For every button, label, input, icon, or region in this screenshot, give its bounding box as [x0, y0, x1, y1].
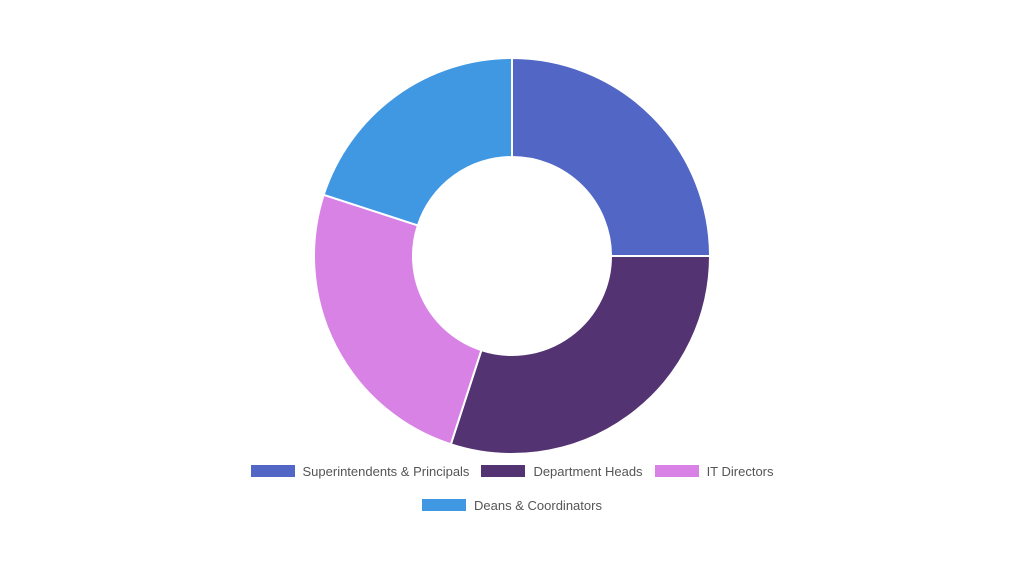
- legend-item-superintendents-principals[interactable]: Superintendents & Principals: [250, 462, 470, 480]
- legend-label-it-directors: IT Directors: [706, 463, 774, 479]
- legend-item-it-directors[interactable]: IT Directors: [654, 462, 774, 480]
- slice-deans-coordinators[interactable]: [322, 56, 513, 227]
- slice-it-directors[interactable]: [313, 193, 483, 446]
- legend-label-superintendents-principals: Superintendents & Principals: [302, 463, 470, 479]
- slice-superintendents-principals[interactable]: [511, 56, 712, 257]
- legend-label-department-heads: Department Heads: [533, 463, 643, 479]
- legend-swatch-superintendents-principals: [250, 465, 295, 477]
- legend-swatch-it-directors: [654, 465, 699, 477]
- legend-swatch-deans-coordinators: [422, 499, 467, 511]
- legend-swatch-department-heads: [481, 465, 526, 477]
- legend-label-deans-coordinators: Deans & Coordinators: [474, 497, 602, 513]
- slice-department-heads[interactable]: [449, 255, 712, 455]
- donut-slices: [313, 56, 712, 455]
- legend-item-deans-coordinators[interactable]: Deans & Coordinators: [422, 496, 602, 514]
- chart-legend: Superintendents & Principals Department …: [200, 462, 824, 514]
- legend-item-department-heads[interactable]: Department Heads: [481, 462, 643, 480]
